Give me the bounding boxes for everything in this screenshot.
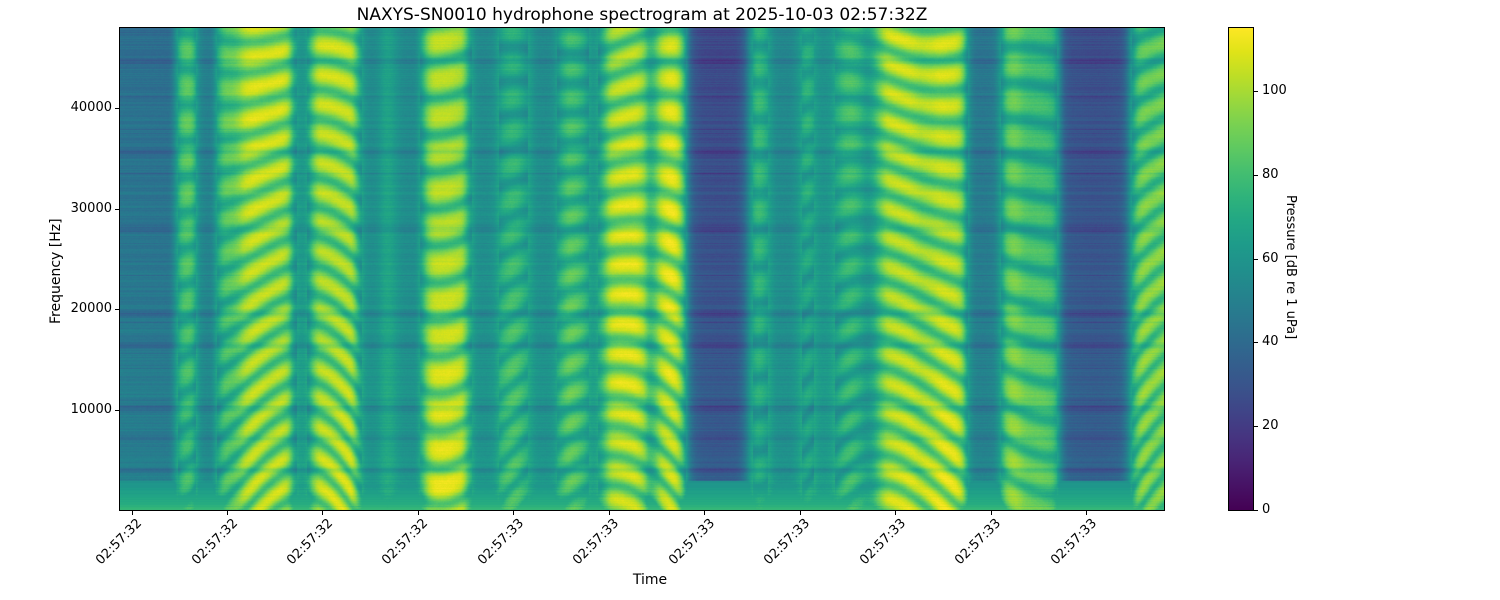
x-tick-label: 02:57:33 [856, 516, 909, 568]
colorbar-tick-mark [1254, 90, 1258, 92]
y-tick-mark [115, 208, 119, 210]
y-tick-mark [115, 309, 119, 311]
y-tick-label: 40000 [70, 100, 112, 116]
x-tick-mark [322, 511, 324, 515]
y-tick-label: 20000 [70, 301, 112, 317]
x-tick-label: 02:57:33 [1047, 516, 1100, 568]
colorbar-tick-label: 40 [1262, 334, 1279, 350]
colorbar-tick-mark [1254, 258, 1258, 260]
x-tick-label: 02:57:33 [761, 516, 814, 568]
x-tick-mark [1086, 511, 1087, 515]
time-axis-label: Time [632, 572, 668, 588]
x-tick-mark [226, 511, 228, 515]
colorbar-tick-label: 80 [1262, 166, 1279, 182]
plot-area [119, 27, 1165, 511]
x-tick-mark [990, 511, 992, 515]
y-tick-mark [115, 409, 119, 411]
frequency-axis-label: Frequency [Hz] [48, 218, 64, 324]
x-tick-mark [704, 511, 706, 515]
colorbar-tick-mark [1254, 342, 1258, 344]
x-tick-mark [513, 511, 515, 515]
colorbar-tick-label: 0 [1262, 502, 1271, 517]
x-tick-mark [608, 511, 610, 515]
x-tick-label: 02:57:32 [379, 516, 432, 568]
y-tick-mark [115, 108, 119, 110]
x-tick-mark [895, 511, 897, 515]
colorbar [1228, 27, 1254, 511]
x-tick-label: 02:57:33 [952, 516, 1005, 568]
x-tick-mark [417, 511, 419, 515]
spectrogram-heatmap [120, 28, 1164, 510]
x-tick-label: 02:57:33 [665, 516, 718, 568]
chart-title: NAXYS-SN0010 hydrophone spectrogram at 2… [356, 5, 928, 25]
x-tick-label: 02:57:33 [570, 516, 623, 568]
x-tick-mark [799, 511, 801, 515]
colorbar-axis-label: Pressure [dB re 1 uPa] [1283, 195, 1298, 340]
x-tick-mark [131, 511, 133, 515]
y-tick-label: 10000 [70, 401, 112, 417]
colorbar-tick-mark [1254, 174, 1258, 176]
x-tick-label: 02:57:32 [93, 516, 146, 568]
x-tick-label: 02:57:33 [475, 516, 527, 568]
y-tick-label: 30000 [70, 200, 112, 216]
x-tick-label: 02:57:32 [188, 516, 241, 568]
colorbar-tick-mark [1254, 510, 1258, 511]
x-tick-label: 02:57:32 [284, 516, 337, 568]
colorbar-tick-mark [1254, 426, 1258, 428]
colorbar-tick-label: 100 [1262, 82, 1287, 98]
colorbar-gradient [1229, 28, 1253, 510]
colorbar-tick-label: 20 [1262, 418, 1279, 434]
colorbar-tick-label: 60 [1262, 250, 1279, 266]
